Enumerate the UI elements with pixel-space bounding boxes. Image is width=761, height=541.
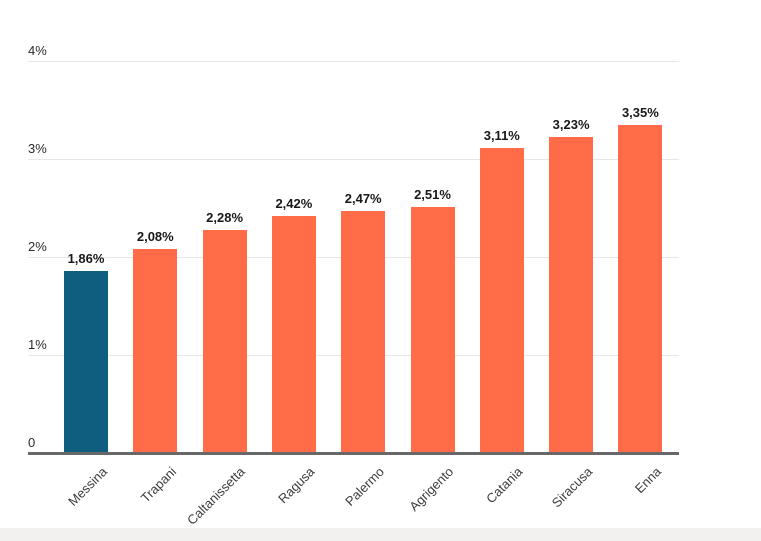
x-axis-label-caltanissetta: Caltanissetta bbox=[184, 464, 249, 528]
y-axis-tick-label: 3% bbox=[28, 141, 47, 156]
bar-enna[interactable] bbox=[618, 124, 663, 452]
bar-messina[interactable] bbox=[64, 270, 108, 452]
y-axis-tick-label: 4% bbox=[28, 43, 47, 58]
bar-agrigento[interactable] bbox=[410, 207, 455, 452]
bar-value-label-messina: 1,86% bbox=[67, 250, 105, 266]
y-axis-tick-label: 0 bbox=[28, 435, 36, 450]
y-axis-tick-label: 1% bbox=[28, 337, 47, 352]
x-axis-label-siracusa: Siracusa bbox=[548, 464, 595, 511]
x-axis-line bbox=[28, 452, 679, 455]
bar-value-label-enna: 3,35% bbox=[621, 104, 659, 120]
bar-ragusa[interactable] bbox=[271, 215, 316, 452]
x-axis-label-trapani: Trapani bbox=[137, 464, 179, 506]
x-axis-label-ragusa: Ragusa bbox=[275, 464, 318, 507]
x-axis-label-enna: Enna bbox=[631, 464, 665, 497]
bar-palermo[interactable] bbox=[341, 210, 386, 452]
bar-value-label-siracusa: 3,23% bbox=[552, 116, 590, 132]
bar-value-label-agrigento: 2,51% bbox=[414, 187, 451, 202]
gridline bbox=[28, 61, 679, 62]
x-axis-label-catania: Catania bbox=[483, 464, 526, 507]
bar-value-label-trapani: 2,08% bbox=[136, 229, 174, 245]
bar-value-label-catania: 3,11% bbox=[483, 128, 520, 144]
x-axis-label-palermo: Palermo bbox=[341, 464, 387, 509]
bottom-strip bbox=[0, 528, 761, 541]
x-axis-label-messina: Messina bbox=[64, 464, 110, 509]
bar-caltanissetta[interactable] bbox=[202, 229, 247, 452]
bar-value-label-ragusa: 2,42% bbox=[275, 195, 313, 211]
x-axis-label-agrigento: Agrigento bbox=[406, 464, 457, 514]
gridline bbox=[28, 159, 679, 160]
bar-catania[interactable] bbox=[479, 148, 524, 452]
bar-value-label-palermo: 2,47% bbox=[344, 190, 382, 206]
y-axis-tick-label: 2% bbox=[28, 239, 47, 254]
bar-trapani[interactable] bbox=[133, 249, 178, 452]
bar-siracusa[interactable] bbox=[549, 136, 594, 452]
bar-value-label-caltanissetta: 2,28% bbox=[206, 209, 244, 225]
